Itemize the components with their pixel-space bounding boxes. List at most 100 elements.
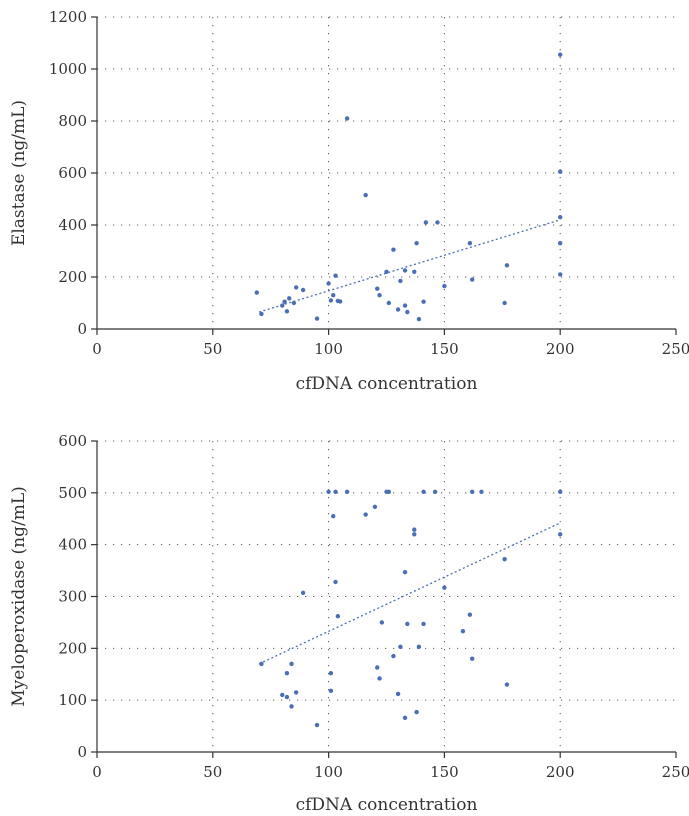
data-point [300,287,306,293]
data-point [333,489,338,494]
data-point [331,293,336,298]
x-tick-label: 150 [430,340,459,358]
data-point [558,241,563,246]
data-point [469,277,475,282]
data-point [412,269,417,274]
data-point [386,489,392,494]
data-point [291,300,297,306]
y-tick-label: 0 [77,743,87,761]
data-point [391,653,396,659]
data-point [558,169,563,174]
data-point [259,311,264,317]
data-point [405,309,410,315]
data-point [504,263,510,268]
data-point [335,613,341,619]
data-point [282,299,287,304]
y-tick-label: 300 [58,588,87,606]
y-tick-label: 200 [58,268,87,286]
data-point [469,489,475,494]
y-tick-label: 100 [58,691,87,709]
y-tick-label: 0 [77,320,87,338]
data-point [287,296,292,301]
data-point [558,52,563,57]
data-point [398,644,403,649]
y-tick-label: 600 [58,164,87,182]
x-tick-label: 50 [203,340,222,358]
data-point [402,268,408,273]
x-tick-label: 0 [92,763,102,781]
data-point [289,661,294,667]
data-point [344,489,350,494]
y-tick-label: 1200 [49,8,87,26]
data-point [259,661,264,667]
x-tick-label: 0 [92,340,102,358]
data-point [375,665,380,670]
data-point [414,241,419,246]
x-axis-title: cfDNA concentration [296,795,478,815]
data-point [412,532,417,537]
x-tick-label: 150 [430,763,459,781]
data-point [502,556,507,562]
data-point [467,241,473,246]
data-point [460,629,466,634]
data-point [300,590,306,596]
x-tick-label: 250 [662,340,689,358]
data-point [314,316,320,321]
data-point [326,489,331,494]
data-point [502,300,507,306]
data-point [386,300,392,306]
data-point [375,286,380,291]
data-point [402,569,408,575]
data-point [293,690,299,695]
data-point [469,656,475,661]
data-point [363,192,368,198]
data-point [479,489,484,494]
data-point [314,722,320,728]
data-point [421,489,426,494]
data-point [558,272,563,277]
x-tick-label: 200 [546,340,575,358]
data-point [416,316,422,322]
data-point [558,215,563,220]
data-point [414,709,419,715]
data-point [363,512,368,517]
data-point [344,116,350,121]
data-point [442,585,447,590]
data-point [331,513,336,519]
y-tick-label: 400 [58,536,87,554]
data-point [293,285,299,290]
data-point [333,273,338,278]
data-point [421,621,426,627]
data-point [280,303,285,308]
data-point [377,676,382,681]
data-point [395,691,401,697]
data-point [384,269,389,274]
data-point [328,298,334,303]
data-point [284,671,290,676]
data-point [412,527,417,532]
data-point [372,504,378,510]
data-point [467,612,473,617]
y-tick-label: 200 [58,639,87,657]
data-point [333,579,338,585]
data-point [504,682,510,687]
data-point [402,303,408,308]
data-point [289,704,294,709]
data-point [423,220,429,225]
data-point [435,220,440,225]
data-point [398,278,403,284]
data-point [558,489,563,494]
data-point [328,671,334,676]
data-point [326,281,331,286]
y-axis-title: Myeloperoxidase (ng/mL) [9,486,29,707]
x-tick-label: 200 [546,763,575,781]
data-point [377,293,382,298]
y-tick-label: 1000 [49,60,87,78]
data-point [328,688,334,694]
data-point [421,299,426,304]
data-point [284,694,290,700]
chart-elastase: 0 200 400 600 800 1000 1200 0 50 100 150 200 250 cfDN… [9,8,689,394]
data-point [395,307,401,312]
x-tick-label: 100 [314,763,343,781]
trendline [258,219,561,313]
